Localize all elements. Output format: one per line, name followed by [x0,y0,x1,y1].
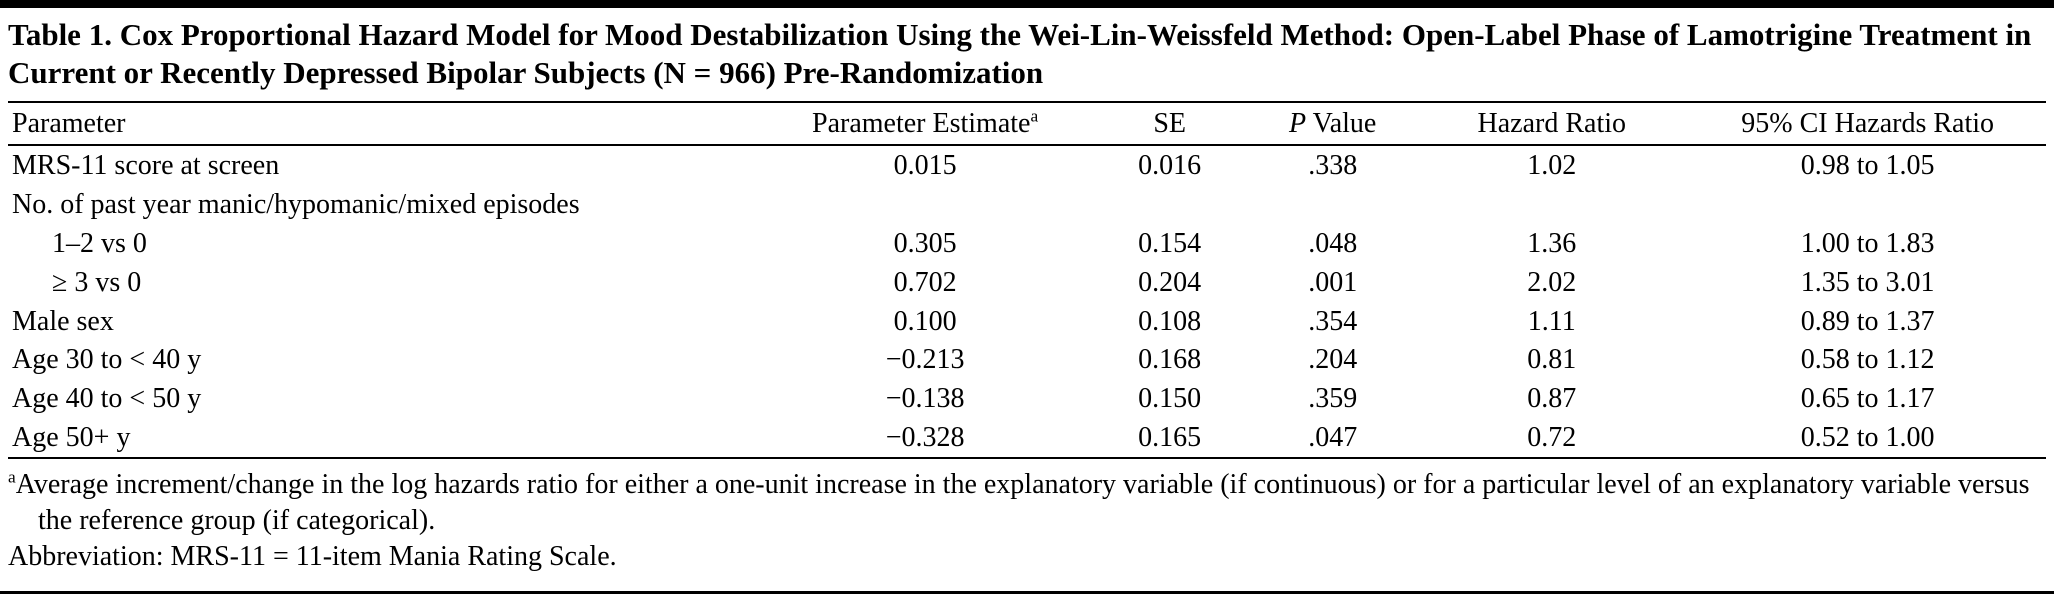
value-cell: 0.98 to 1.05 [1800,149,1935,181]
value-cell: −0.328 [762,418,1089,460]
value-cell: .001 [1308,266,1358,298]
data-table: Parameter Parameter Estimatea SE P Value Haz… [8,100,2046,460]
value-cell: .047 [1251,418,1415,460]
table-row: Male sex 0.100 0.108 .354 1.11 0.89 to 1.37 [8,302,2046,341]
value-cell: 1.00 to 1.83 [1800,227,1935,259]
parameter-cell: Age 50+ y [8,418,763,460]
parameter-cell: Age 30 to < 40 y [12,344,202,376]
value-cell: 0.154 [1138,227,1202,259]
table-header: Parameter Parameter Estimatea SE P Value Haz… [8,101,2046,146]
value-cell: 0.204 [1138,266,1202,298]
column-header: 95% CI Hazards Ratio [1689,101,2046,146]
parameter-cell: Male sex [12,305,114,337]
footnotes-section: aAverage increment/change in the log haz… [8,459,2046,576]
value-cell: .048 [1308,227,1358,259]
value-cell: −0.138 [885,383,965,415]
value-cell: 0.015 [893,149,957,181]
abbreviation-note: Abbreviation: MRS-11 = 11-item Mania Rat… [8,540,617,572]
table-row: ≥ 3 vs 0 0.702 0.204 .001 2.02 1.35 to 3.01 [8,263,2046,302]
value-cell [1251,185,1414,224]
value-cell: −0.213 [885,344,965,376]
value-cell: 0.165 [1088,418,1252,460]
column-header: Parameter [8,101,763,146]
table-row: Age 40 to < 50 y −0.138 0.150 .359 0.87 0.65 … [8,379,2046,418]
value-cell: 0.58 to 1.12 [1800,344,1935,376]
value-cell: .354 [1308,305,1358,337]
value-cell [1689,185,2046,224]
value-cell: 1.36 [1527,227,1577,259]
table-title: Table 1. Cox Proportional Hazard Model f… [8,17,2032,91]
value-cell: 0.702 [893,266,957,298]
value-cell: 1.11 [1527,305,1576,337]
column-header: P Value [1251,101,1415,146]
parameter-cell: No. of past year manic/hypomanic/mixed e… [12,188,580,220]
footnote-a-text: Average increment/change in the log haza… [15,469,2030,536]
value-cell: 1.02 [1527,149,1577,181]
footnote-a: aAverage increment/change in the log haz… [8,467,2044,539]
parameter-cell: Age 40 to < 50 y [12,383,202,415]
value-cell: 0.016 [1138,149,1202,181]
parameter-cell: 1–2 vs 0 [52,227,147,259]
value-cell [1414,185,1689,224]
value-cell: 0.168 [1138,344,1202,376]
value-cell: 0.52 to 1.00 [1689,418,2046,460]
table-row: MRS-11 score at screen 0.015 0.016 .338 1.02… [8,145,2046,185]
table-row: 1–2 vs 0 0.305 0.154 .048 1.36 1.00 to 1.83 [8,224,2046,263]
value-cell: 0.108 [1138,305,1202,337]
parameter-cell: MRS-11 score at screen [12,149,280,181]
value-cell [762,185,1088,224]
value-cell: 0.72 [1414,418,1690,460]
value-cell: 0.100 [893,305,957,337]
table-row: Age 30 to < 40 y −0.213 0.168 .204 0.81 0.58 … [8,340,2046,379]
value-cell: 0.87 [1527,383,1577,415]
footnote-a-marker: a [8,467,16,487]
value-cell: 0.89 to 1.37 [1800,305,1935,337]
table-row: Age 50+ y −0.328 0.165.047 0.72 0.52 to 1.00 [8,418,2046,460]
value-cell: 0.305 [893,227,957,259]
header-row: Parameter Parameter Estimatea SE P Value Haz… [8,101,2046,146]
value-cell: .359 [1308,383,1358,415]
value-cell: 0.150 [1138,383,1202,415]
column-header: SE [1088,101,1252,146]
column-header: Parameter Estimatea [762,101,1089,146]
value-cell: 0.81 [1527,344,1577,376]
value-cell: 2.02 [1527,266,1577,298]
value-cell: 1.35 to 3.01 [1800,266,1935,298]
column-header: Hazard Ratio [1414,101,1690,146]
table-body: MRS-11 score at screen 0.015 0.016 .338 1.02… [8,145,2046,460]
value-cell: .338 [1308,149,1358,181]
value-cell: 0.65 to 1.17 [1800,383,1935,415]
value-cell [1088,185,1251,224]
value-cell: .204 [1308,344,1358,376]
table-row: No. of past year manic/hypomanic/mixed e… [8,185,2046,224]
parameter-cell: ≥ 3 vs 0 [52,266,142,298]
